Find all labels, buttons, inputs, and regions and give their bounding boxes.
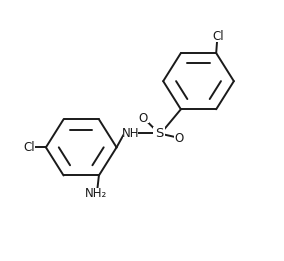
Text: Cl: Cl bbox=[213, 31, 224, 44]
Bar bbox=[138, 113, 149, 123]
Text: S: S bbox=[155, 127, 163, 140]
Text: Cl: Cl bbox=[23, 141, 35, 154]
Bar bbox=[23, 142, 35, 153]
Text: O: O bbox=[175, 132, 184, 145]
Bar bbox=[174, 133, 185, 144]
Bar bbox=[153, 127, 165, 139]
Text: NH: NH bbox=[122, 127, 139, 140]
Bar bbox=[212, 32, 225, 43]
Text: O: O bbox=[139, 111, 148, 124]
Bar bbox=[87, 188, 105, 199]
Bar bbox=[123, 127, 139, 139]
Text: NH₂: NH₂ bbox=[85, 187, 107, 200]
